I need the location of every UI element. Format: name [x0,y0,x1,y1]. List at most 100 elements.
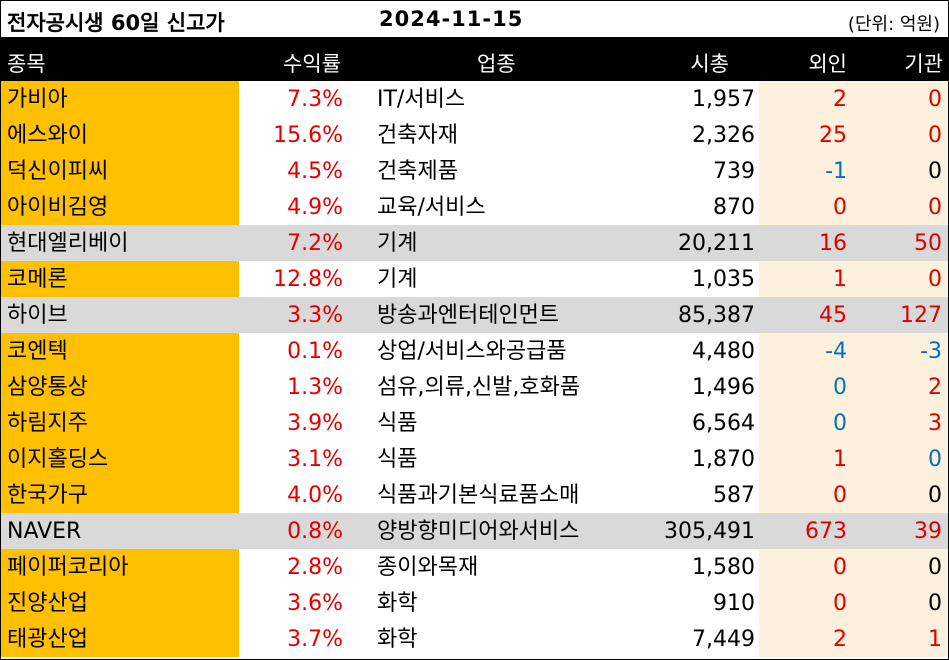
institution-flow-cell: 0 [853,261,948,297]
stock-name: 코엔텍 [1,333,239,369]
institution-flow-cell: 0 [853,477,948,513]
foreign-flow-cell: 0 [759,405,853,441]
industry-cell: 건축자재 [377,123,458,148]
return-cell: 4.5% [287,159,343,184]
return-cell: 0.1% [287,339,343,364]
table-row[interactable]: 코메론 12.8% 기계 1,035 1 0 [1,261,948,297]
institution-flow-cell: 3 [853,405,948,441]
foreign-flow-cell: 25 [759,117,853,153]
column-header-name[interactable]: 종목 [7,52,46,76]
table-row[interactable]: 덕신이피씨 4.5% 건축제품 739 -1 0 [1,153,948,189]
foreign-flow-cell: -4 [759,333,853,369]
market-cap-cell: 910 [713,591,755,616]
market-cap-cell: 6,564 [692,411,755,436]
table-row[interactable]: 아이비김영 4.9% 교육/서비스 870 0 0 [1,189,948,225]
table-row[interactable]: 진양산업 3.6% 화학 910 0 0 [1,585,948,621]
return-cell: 1.3% [287,375,343,400]
institution-flow-cell: 0 [853,585,948,621]
industry-cell: 건축제품 [377,159,458,184]
foreign-flow-cell: 0 [759,585,853,621]
return-cell: 3.9% [287,411,343,436]
table-row[interactable]: 삼양통상 1.3% 섬유,의류,신발,호화품 1,496 0 2 [1,369,948,405]
industry-cell: 기계 [377,267,418,292]
industry-cell: 식품과기본식료품소매 [377,483,580,508]
stock-name: 이지홀딩스 [1,441,239,477]
return-cell: 3.7% [287,627,343,652]
foreign-flow-cell: 0 [759,477,853,513]
industry-cell: 교육/서비스 [377,195,486,220]
institution-flow-cell: 0 [853,153,948,189]
stock-name: 진양산업 [1,585,239,621]
table-row[interactable]: 에스와이 15.6% 건축자재 2,326 25 0 [1,117,948,153]
column-header-institution[interactable]: 기관 [904,52,943,76]
foreign-flow-cell: 2 [759,81,853,117]
column-header-return[interactable]: 수익률 [283,52,341,76]
market-cap-cell: 739 [713,159,755,184]
foreign-flow-cell: 673 [805,519,847,544]
institution-flow-cell: 50 [914,231,942,256]
industry-cell: 상업/서비스와공급품 [377,339,567,364]
industry-cell: 식품 [377,411,418,436]
industry-cell: IT/서비스 [377,87,466,112]
foreign-flow-cell: 0 [759,549,853,585]
institution-flow-cell: 39 [914,519,942,544]
return-cell: 15.6% [273,123,343,148]
stock-name: 하림지주 [1,405,239,441]
title-bar: 전자공시생 60일 신고가 2024-11-15 (단위: 억원) [1,1,948,39]
return-cell: 0.8% [287,519,343,544]
foreign-flow-cell: 0 [759,189,853,225]
return-cell: 3.3% [287,303,343,328]
page-title: 전자공시생 60일 신고가 [7,11,225,35]
industry-cell: 방송과엔터테인먼트 [377,303,560,328]
stock-name: 태광산업 [1,621,239,657]
table-row[interactable]: 코엔텍 0.1% 상업/서비스와공급품 4,480 -4 -3 [1,333,948,369]
table-row[interactable]: 한국가구 4.0% 식품과기본식료품소매 587 0 0 [1,477,948,513]
table-row[interactable]: 하이브 3.3% 방송과엔터테인먼트 85,387 45 127 [1,297,948,333]
market-cap-cell: 1,957 [692,87,755,112]
column-header-industry[interactable]: 업종 [477,52,516,76]
table-row[interactable]: 페이퍼코리아 2.8% 종이와목재 1,580 0 0 [1,549,948,585]
table-row[interactable]: 태광산업 3.7% 화학 7,449 2 1 [1,621,948,657]
institution-flow-cell: -3 [853,333,948,369]
stock-name: 페이퍼코리아 [1,549,239,585]
report-date: 2024-11-15 [379,7,524,31]
market-cap-cell: 870 [713,195,755,220]
foreign-flow-cell: 1 [759,261,853,297]
market-cap-cell: 1,580 [692,555,755,580]
industry-cell: 화학 [377,591,418,616]
market-cap-cell: 587 [713,483,755,508]
table-row[interactable]: NAVER 0.8% 양방향미디어와서비스 305,491 673 39 [1,513,948,549]
institution-flow-cell: 0 [853,189,948,225]
market-cap-cell: 2,326 [692,123,755,148]
market-cap-cell: 7,449 [692,627,755,652]
industry-cell: 양방향미디어와서비스 [377,519,580,544]
stock-name: 코메론 [1,261,239,297]
stock-name: 하이브 [7,303,68,328]
industry-cell: 기계 [377,231,418,256]
stock-name: 가비아 [1,81,239,117]
table-row[interactable]: 가비아 7.3% IT/서비스 1,957 2 0 [1,81,948,117]
market-cap-cell: 305,491 [664,519,755,544]
institution-flow-cell: 0 [853,441,948,477]
column-header-foreign[interactable]: 외인 [808,52,847,76]
return-cell: 4.0% [287,483,343,508]
return-cell: 2.8% [287,555,343,580]
stock-name: 에스와이 [1,117,239,153]
table-body: 가비아 7.3% IT/서비스 1,957 2 0 에스와이 15.6% 건축자재 2,326 25… [1,81,948,657]
market-cap-cell: 1,870 [692,447,755,472]
industry-cell: 섬유,의류,신발,호화품 [377,375,581,400]
table-row[interactable]: 현대엘리베이 7.2% 기계 20,211 16 50 [1,225,948,261]
market-cap-cell: 1,496 [692,375,755,400]
institution-flow-cell: 2 [853,369,948,405]
return-cell: 3.6% [287,591,343,616]
table-row[interactable]: 하림지주 3.9% 식품 6,564 0 3 [1,405,948,441]
foreign-flow-cell: 2 [759,621,853,657]
market-cap-cell: 85,387 [678,303,755,328]
return-cell: 4.9% [287,195,343,220]
foreign-flow-cell: 16 [819,231,847,256]
column-header-market-cap[interactable]: 시총 [690,52,729,76]
table-row[interactable]: 이지홀딩스 3.1% 식품 1,870 1 0 [1,441,948,477]
industry-cell: 화학 [377,627,418,652]
foreign-flow-cell: -1 [759,153,853,189]
